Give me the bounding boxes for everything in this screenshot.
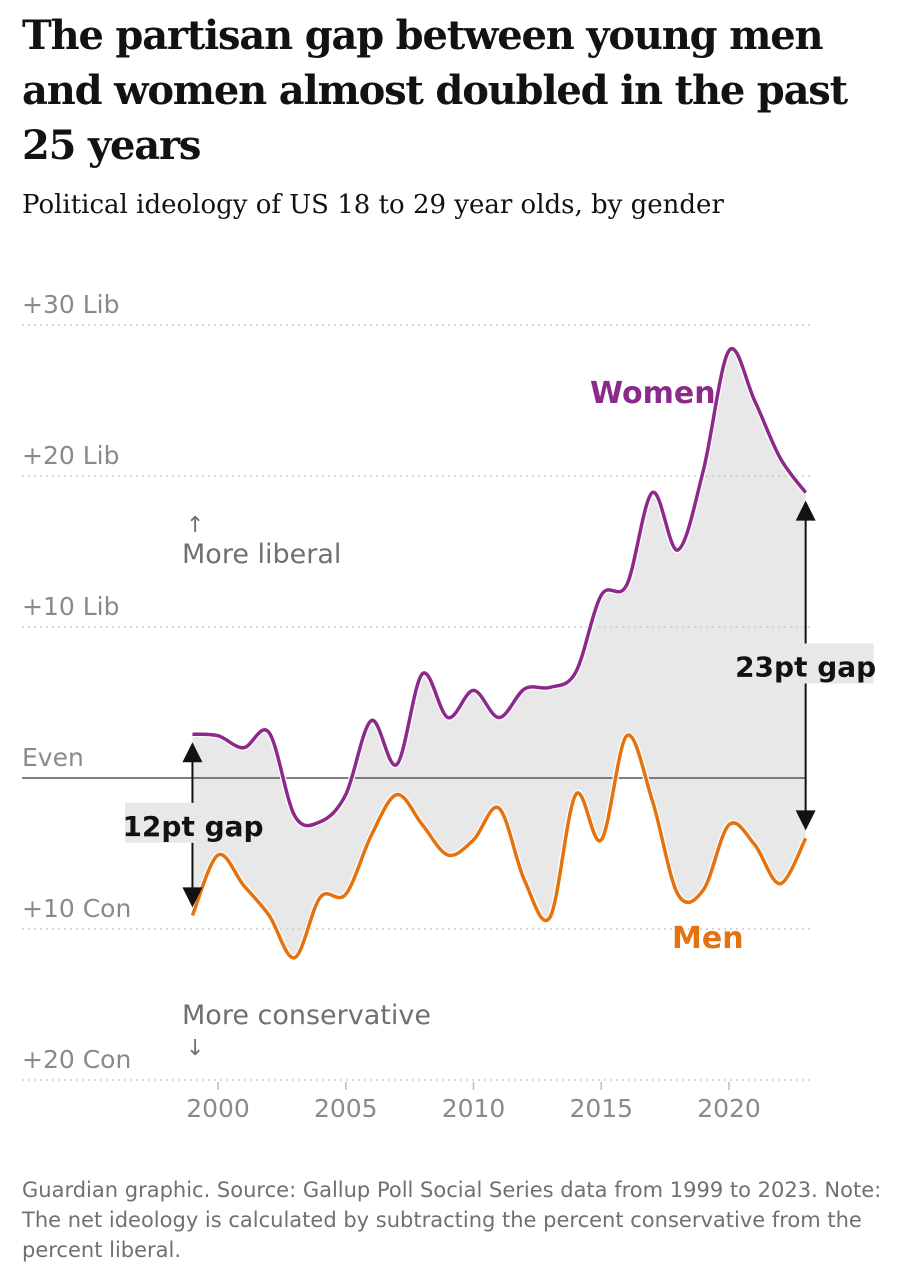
x-tick-label: 2000	[186, 1094, 250, 1123]
y-tick-label: Even	[22, 743, 84, 772]
arrow-down-icon	[182, 887, 203, 908]
chart-subtitle: Political ideology of US 18 to 29 year o…	[22, 190, 724, 220]
gap-area	[192, 348, 806, 958]
arrow-up-icon	[795, 500, 816, 521]
chart: +30 Lib +20 Lib +10 Lib Even +10 Con +20 Con 2…	[22, 290, 876, 1123]
chart-title: The partisan gap between young men and w…	[22, 12, 848, 169]
arrow-down-icon	[795, 810, 816, 831]
y-tick-label: +20 Con	[22, 1045, 131, 1074]
men-line	[190, 733, 808, 960]
y-tick-label: +10 Lib	[22, 592, 119, 621]
more-conservative-label: More conservative	[182, 1000, 431, 1031]
x-tick-label: 2010	[442, 1094, 506, 1123]
x-tick-label: 2015	[569, 1094, 633, 1123]
x-tick-label: 2020	[697, 1094, 761, 1123]
y-tick-label: +10 Con	[22, 894, 131, 923]
source-note: Guardian graphic. Source: Gallup Poll So…	[22, 1178, 882, 1262]
down-arrow-icon: ↓	[186, 1036, 204, 1061]
gap-label-bg	[737, 643, 874, 684]
women-line	[192, 346, 808, 828]
y-tick-label: +30 Lib	[22, 290, 119, 319]
women-label: Women	[590, 376, 716, 411]
men-label: Men	[672, 921, 744, 956]
arrow-up-icon	[182, 742, 203, 763]
gap-label-bg	[125, 802, 261, 843]
y-tick-label: +20 Lib	[22, 441, 119, 470]
gap-label: 23pt gap	[735, 651, 876, 684]
x-tick-label: 2005	[314, 1094, 378, 1123]
up-arrow-icon: ↑	[186, 513, 204, 538]
gap-label: 12pt gap	[122, 810, 263, 843]
more-liberal-label: More liberal	[182, 539, 341, 570]
